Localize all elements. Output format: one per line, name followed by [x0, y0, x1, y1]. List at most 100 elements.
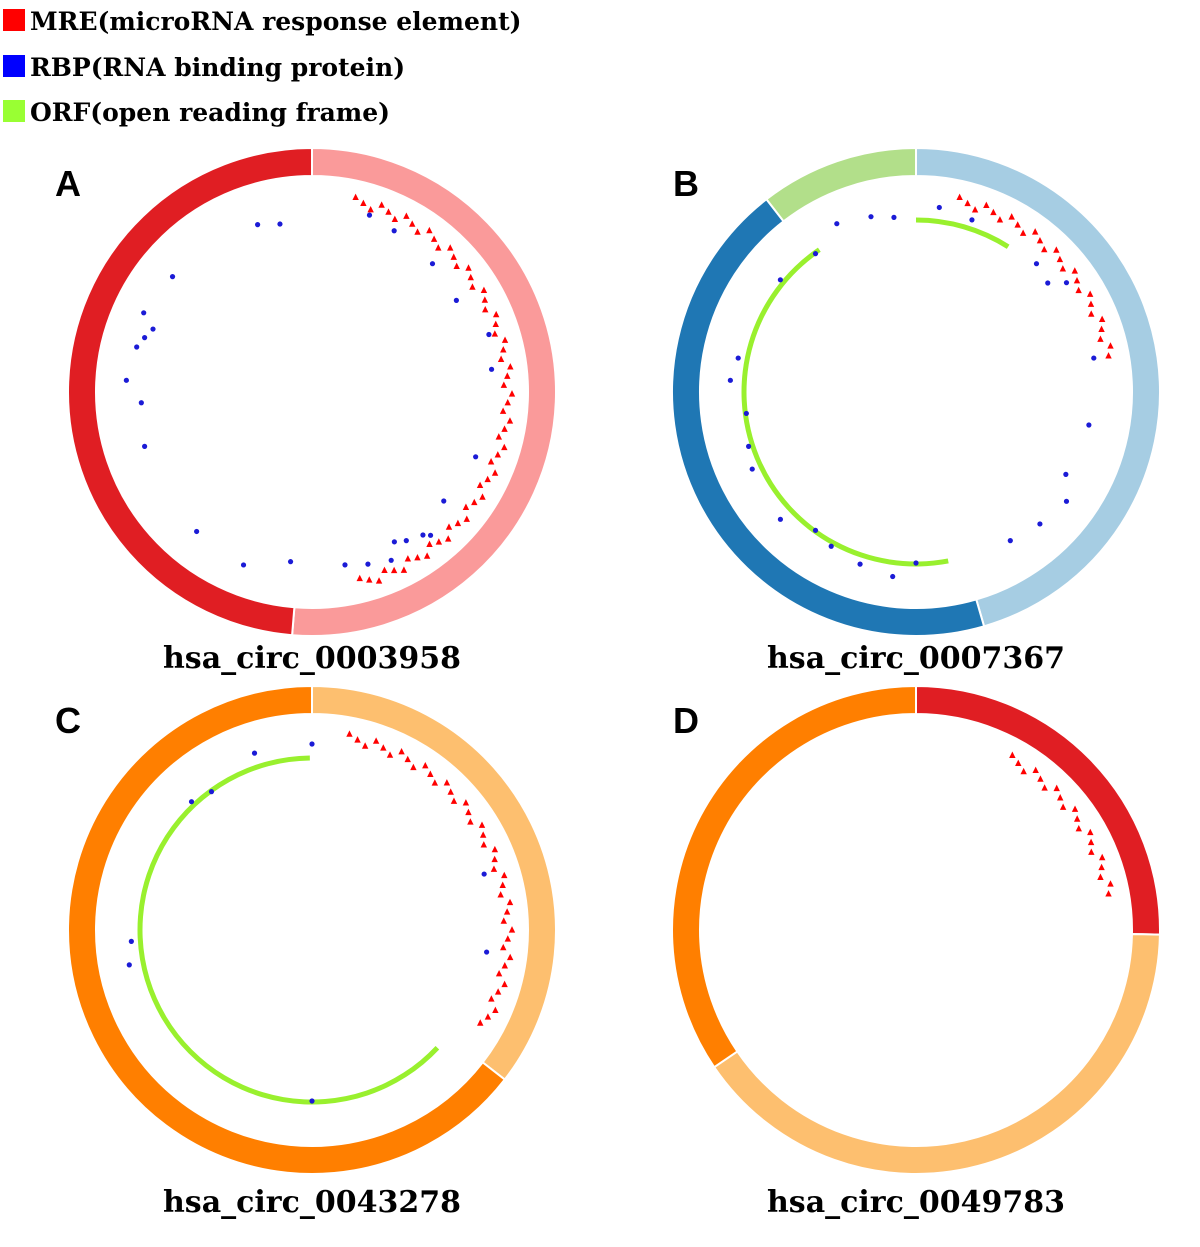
mre-mark: [494, 988, 502, 995]
mre-mark: [501, 336, 509, 343]
legend: MRE(microRNA response element) RBP(RNA b…: [3, 7, 521, 127]
mre-mark: [443, 779, 451, 786]
mre-mark: [462, 799, 470, 806]
rbp-mark: [936, 204, 942, 211]
mre-mark: [490, 865, 498, 872]
legend-label-orf: ORF(open reading frame): [30, 98, 390, 127]
mre-mark: [495, 969, 503, 977]
mre-mark: [492, 320, 499, 328]
mre-mark: [375, 577, 383, 584]
rbp-mark: [142, 443, 148, 449]
mre-mark: [467, 273, 474, 281]
mre-mark: [1059, 803, 1067, 810]
mre-mark: [983, 201, 990, 208]
mre-mark: [1037, 775, 1044, 782]
rbp-mark: [857, 561, 863, 567]
exon-segment-c-2: [67, 684, 507, 1175]
rbp-mark: [488, 366, 495, 372]
orf-arc-b-2: [741, 247, 949, 567]
exon-segment-d-2: [712, 933, 1161, 1175]
mre-mark: [445, 523, 453, 530]
mre-mark: [450, 797, 458, 804]
mre-mark: [507, 363, 514, 370]
mre-mark: [497, 355, 505, 362]
mre-mark: [1087, 828, 1094, 836]
mre-mark: [480, 841, 488, 848]
rbp-mark: [969, 217, 975, 223]
mre-mark: [354, 736, 361, 743]
panel-letter-c: C: [55, 700, 81, 741]
mre-mark: [1009, 751, 1016, 758]
mre-mark: [497, 891, 504, 898]
rbp-mark: [1063, 498, 1070, 504]
mre-mark: [398, 747, 405, 755]
mre-mark: [506, 417, 514, 424]
mre-mark: [500, 346, 507, 353]
rbp-mark: [890, 573, 896, 580]
mre-mark: [1008, 213, 1015, 220]
panel-letter-d: D: [673, 700, 699, 741]
mre-mark: [1053, 246, 1060, 253]
circ-name-c: hsa_circ_0043278: [163, 1185, 461, 1220]
rbp-mark: [142, 335, 148, 341]
mre-mark: [491, 845, 499, 853]
rbp-mark: [481, 871, 487, 877]
mre-mark: [1087, 300, 1095, 307]
mre-track-a: [352, 193, 516, 584]
rbp-mark: [366, 212, 373, 218]
mre-mark: [476, 481, 484, 489]
mre-mark: [426, 540, 433, 548]
mre-mark: [1073, 277, 1081, 284]
mre-mark: [1014, 221, 1021, 228]
mre-mark: [501, 871, 508, 879]
rbp-mark: [777, 277, 783, 283]
mre-mark: [465, 808, 472, 816]
exon-segment-b-3: [765, 146, 917, 223]
rbp-mark: [1033, 261, 1040, 267]
rbp-mark: [743, 410, 749, 417]
rbp-mark: [727, 377, 733, 383]
mre-mark: [378, 201, 385, 208]
rbp-mark: [473, 454, 479, 460]
rbp-mark: [891, 214, 897, 220]
mre-mark: [504, 372, 511, 379]
rbp-mark: [913, 560, 919, 566]
mre-mark: [431, 779, 439, 786]
mre-mark: [381, 566, 388, 573]
mre-mark: [409, 220, 416, 227]
mre-mark: [1053, 784, 1060, 792]
exon-segment-a-2: [67, 146, 313, 637]
rbp-mark: [309, 741, 315, 747]
panel-c: C hsa_circ_0043278: [55, 684, 557, 1220]
panel-d: D hsa_circ_0049783: [671, 684, 1161, 1220]
rbp-mark: [812, 527, 819, 533]
mre-mark: [469, 283, 476, 290]
rbp-mark: [403, 538, 409, 544]
mre-mark: [508, 926, 516, 933]
mre-mark: [1097, 335, 1104, 342]
mre-mark: [1098, 325, 1105, 333]
mre-mark: [492, 1006, 499, 1014]
mre-mark: [499, 881, 506, 888]
mre-mark: [367, 205, 374, 213]
mre-mark: [372, 737, 380, 744]
mre-mark: [491, 330, 499, 337]
rbp-mark: [1045, 280, 1051, 286]
mre-mark: [478, 821, 486, 828]
mre-mark: [1041, 245, 1048, 253]
mre-mark: [391, 215, 399, 222]
rbp-mark: [777, 516, 784, 522]
mre-mark: [504, 399, 511, 406]
exon-ring-c: [67, 684, 557, 1175]
mre-mark: [491, 469, 499, 476]
mre-mark: [390, 566, 398, 574]
legend-swatch-rbp: [3, 55, 25, 77]
rbp-mark: [1086, 422, 1092, 428]
mre-mark: [1056, 255, 1064, 263]
mre-mark: [990, 208, 997, 216]
rbp-track-a: [123, 212, 495, 568]
mre-mark: [471, 498, 478, 506]
mre-mark: [1015, 759, 1022, 766]
mre-track-b: [956, 193, 1114, 359]
circ-name-b: hsa_circ_0007367: [767, 641, 1065, 676]
